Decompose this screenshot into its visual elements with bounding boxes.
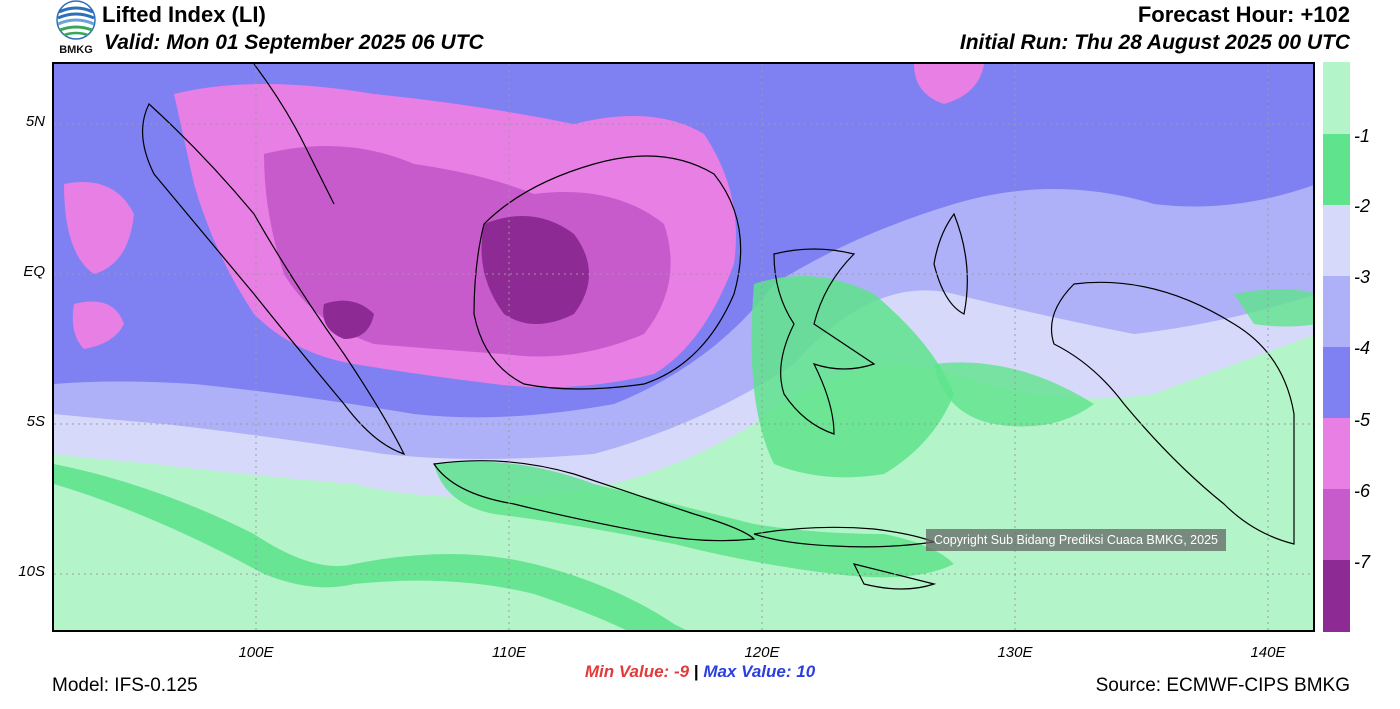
contour-below-7 (481, 216, 589, 324)
logo-text: BMKG (59, 44, 93, 56)
lon-label-130e: 130E (997, 644, 1033, 661)
colorbar-segment-6-7 (1323, 489, 1350, 560)
lon-label-110e: 110E (492, 644, 526, 661)
colorbar-segment-5-6 (1323, 418, 1350, 489)
colorbar-segment-4-5 (1323, 347, 1350, 418)
valid-time: Valid: Mon 01 September 2025 06 UTC (104, 31, 484, 54)
sulawesi-coast (773, 248, 876, 435)
lon-label-140e: 140E (1250, 644, 1286, 661)
borneo-coast (473, 155, 742, 390)
min-value: -9 (673, 662, 690, 681)
lat-label-10s: 10S (18, 563, 45, 580)
max-label: Max Value: (703, 662, 792, 681)
colorbar (1323, 62, 1350, 632)
coastlines (141, 64, 1295, 590)
colorbar-label: -2 (1354, 196, 1371, 216)
forecast-hour: Forecast Hour: +102 (1137, 2, 1350, 27)
map-title: Lifted Index (LI) (102, 2, 266, 27)
colorbar-label: -7 (1354, 552, 1371, 572)
lat-label-5n: 5N (25, 113, 45, 130)
colorbar-label: -6 (1354, 481, 1371, 501)
map-panel: Copyright Sub Bidang Prediksi Cuaca BMKG… (52, 62, 1315, 632)
lat-label-5s: 5S (26, 413, 45, 430)
lat-label-eq: EQ (23, 263, 45, 280)
java-coast (432, 460, 756, 542)
colorbar-segment-1-2 (1323, 134, 1350, 205)
model-label: Model: IFS-0.125 (52, 675, 198, 696)
min-max-separator: | (693, 662, 699, 681)
sumatra-coast (141, 103, 406, 456)
lon-label-100e: 100E (238, 644, 274, 661)
colorbar-segment-2-3 (1323, 205, 1350, 276)
colorbar-label: -1 (1354, 126, 1371, 146)
colorbar-label: -4 (1354, 338, 1371, 358)
malay-peninsula-coast (253, 64, 335, 205)
contour-above-1-east (954, 394, 1313, 630)
lon-label-120e: 120E (744, 644, 780, 661)
colorbar-segment-below-7 (1323, 560, 1350, 632)
colorbar-label: -5 (1354, 410, 1371, 430)
copyright-notice: Copyright Sub Bidang Prediksi Cuaca BMKG… (925, 529, 1226, 551)
contour-minus1-2-java (434, 461, 954, 578)
min-label: Min Value: (584, 662, 670, 681)
contour-below-7b (323, 300, 374, 339)
initial-run: Initial Run: Thu 28 August 2025 00 UTC (959, 31, 1350, 54)
halmahera-coast (933, 212, 968, 315)
papua-coast (1050, 281, 1295, 545)
min-max-values: Min Value: -9 | Max Value: 10 (0, 662, 1400, 682)
colorbar-label: -3 (1354, 267, 1371, 287)
colorbar-segment-above-1 (1323, 62, 1350, 134)
contour-minus1-2-sulawesi (751, 276, 954, 478)
source-label: Source: ECMWF-CIPS BMKG (1095, 675, 1350, 696)
timor-coast (852, 563, 937, 590)
max-value: 10 (796, 662, 816, 681)
colorbar-segment-3-4 (1323, 276, 1350, 347)
bmkg-logo-icon (56, 0, 96, 40)
lifted-index-field (54, 64, 1313, 630)
